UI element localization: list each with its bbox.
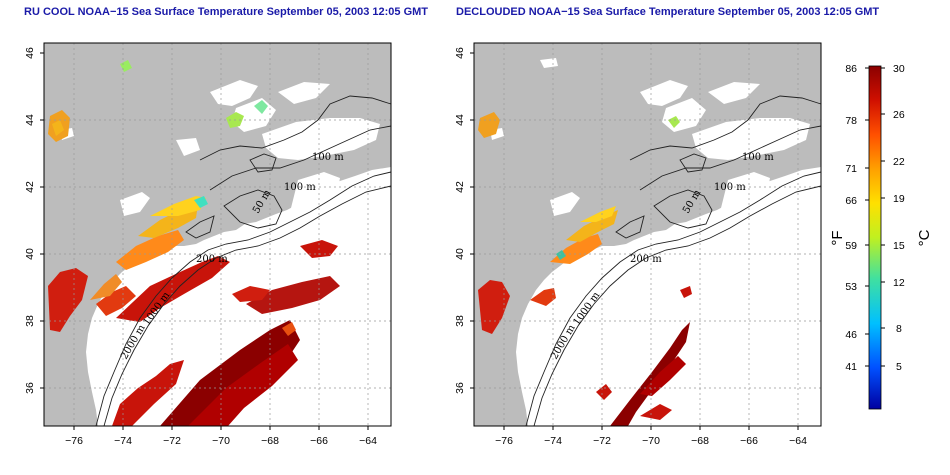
fahrenheit-tick: 78 <box>845 115 857 127</box>
fahrenheit-tick: 66 <box>845 195 857 207</box>
lat-tick-label: 40 <box>24 248 36 260</box>
celsius-tick: 19 <box>893 193 905 205</box>
contour-label-100m-north: 100 m <box>742 152 774 163</box>
lat-tick-label: 40 <box>454 248 466 260</box>
celsius-tick: 5 <box>896 361 902 373</box>
lon-tick-label: −68 <box>261 435 279 447</box>
panel-right-title: DECLOUDED NOAA−15 Sea Surface Temperatur… <box>456 6 880 18</box>
right-isobaths <box>525 95 822 427</box>
right-graticule <box>474 43 821 426</box>
contour-label-200m: 200 m <box>196 254 228 265</box>
left-map-panel: 100 m 100 m 50 m 200 m 1000 m 2000 m −76… <box>24 42 392 447</box>
lon-tick-label: −74 <box>544 435 562 447</box>
fahrenheit-tick: 71 <box>845 163 857 175</box>
contour-label-100m-south: 100 m <box>284 182 316 193</box>
lat-tick-label: 46 <box>454 47 466 59</box>
left-lon-axis: −76 −74 −72 −70 −68 −66 −64 <box>65 426 377 447</box>
right-map-panel: 100 m 100 m 50 m 200 m 1000 m 2000 m −76… <box>454 42 822 447</box>
lat-tick-label: 36 <box>24 382 36 394</box>
lon-tick-label: −66 <box>310 435 328 447</box>
celsius-tick: 30 <box>893 63 905 75</box>
lat-tick-label: 42 <box>24 181 36 193</box>
fahrenheit-tick: 86 <box>845 63 857 75</box>
lat-tick-label: 36 <box>454 382 466 394</box>
fahrenheit-tick: 41 <box>845 361 857 373</box>
contour-label-100m-north: 100 m <box>312 152 344 163</box>
fahrenheit-unit-label: °F <box>829 230 846 245</box>
right-map-frame <box>473 42 822 427</box>
lon-tick-label: −64 <box>789 435 807 447</box>
left-map-frame <box>43 42 392 427</box>
inland-lakes <box>490 58 810 220</box>
celsius-unit-label: °C <box>916 229 933 246</box>
celsius-tick: 22 <box>893 156 905 168</box>
celsius-tick: 12 <box>893 277 905 289</box>
colorbar: 86 78 71 66 59 53 46 41 30 26 22 19 15 1… <box>829 63 933 410</box>
sst-patches <box>478 112 692 426</box>
fahrenheit-tick: 46 <box>845 329 857 341</box>
inland-lakes <box>60 80 380 220</box>
panel-left-title: RU COOL NOAA−15 Sea Surface Temperature … <box>24 6 429 18</box>
fahrenheit-tick: 59 <box>845 240 857 252</box>
celsius-tick: 15 <box>893 240 905 252</box>
lon-tick-label: −76 <box>65 435 83 447</box>
celsius-tick: 8 <box>896 323 902 335</box>
lat-tick-label: 42 <box>454 181 466 193</box>
lon-tick-label: −72 <box>163 435 181 447</box>
lon-tick-label: −70 <box>212 435 230 447</box>
left-graticule <box>44 43 391 426</box>
colorbar-gradient <box>868 65 882 410</box>
lat-tick-label: 46 <box>24 47 36 59</box>
lon-tick-label: −74 <box>114 435 132 447</box>
lon-tick-label: −76 <box>495 435 513 447</box>
lat-tick-label: 38 <box>454 315 466 327</box>
lat-tick-label: 44 <box>454 114 466 126</box>
lat-tick-label: 44 <box>24 114 36 126</box>
left-isobaths <box>95 95 392 427</box>
lon-tick-label: −68 <box>691 435 709 447</box>
lat-tick-label: 38 <box>24 315 36 327</box>
lon-tick-label: −72 <box>593 435 611 447</box>
right-lon-axis: −76 −74 −72 −70 −68 −66 −64 <box>495 426 807 447</box>
left-lat-axis: 36 38 40 42 44 46 <box>24 47 44 394</box>
sst-patches <box>48 60 340 426</box>
fahrenheit-tick: 53 <box>845 281 857 293</box>
contour-label-200m: 200 m <box>630 254 662 265</box>
lon-tick-label: −66 <box>740 435 758 447</box>
lon-tick-label: −64 <box>359 435 377 447</box>
contour-label-100m-south: 100 m <box>714 182 746 193</box>
celsius-tick: 26 <box>893 109 905 121</box>
lon-tick-label: −70 <box>642 435 660 447</box>
right-lat-axis: 36 38 40 42 44 46 <box>454 47 474 394</box>
